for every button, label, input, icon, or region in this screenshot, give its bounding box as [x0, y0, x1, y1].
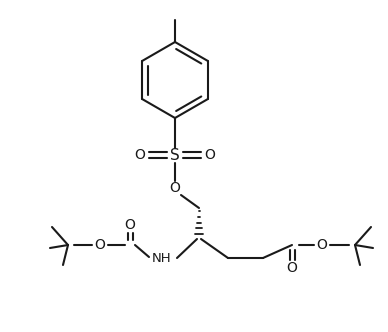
Text: O: O: [317, 238, 327, 252]
Text: O: O: [287, 261, 298, 275]
Text: S: S: [170, 147, 180, 162]
Text: O: O: [170, 181, 180, 195]
Text: O: O: [204, 148, 215, 162]
Text: NH: NH: [152, 253, 172, 266]
Text: O: O: [125, 218, 135, 232]
Text: O: O: [95, 238, 106, 252]
Text: O: O: [135, 148, 146, 162]
